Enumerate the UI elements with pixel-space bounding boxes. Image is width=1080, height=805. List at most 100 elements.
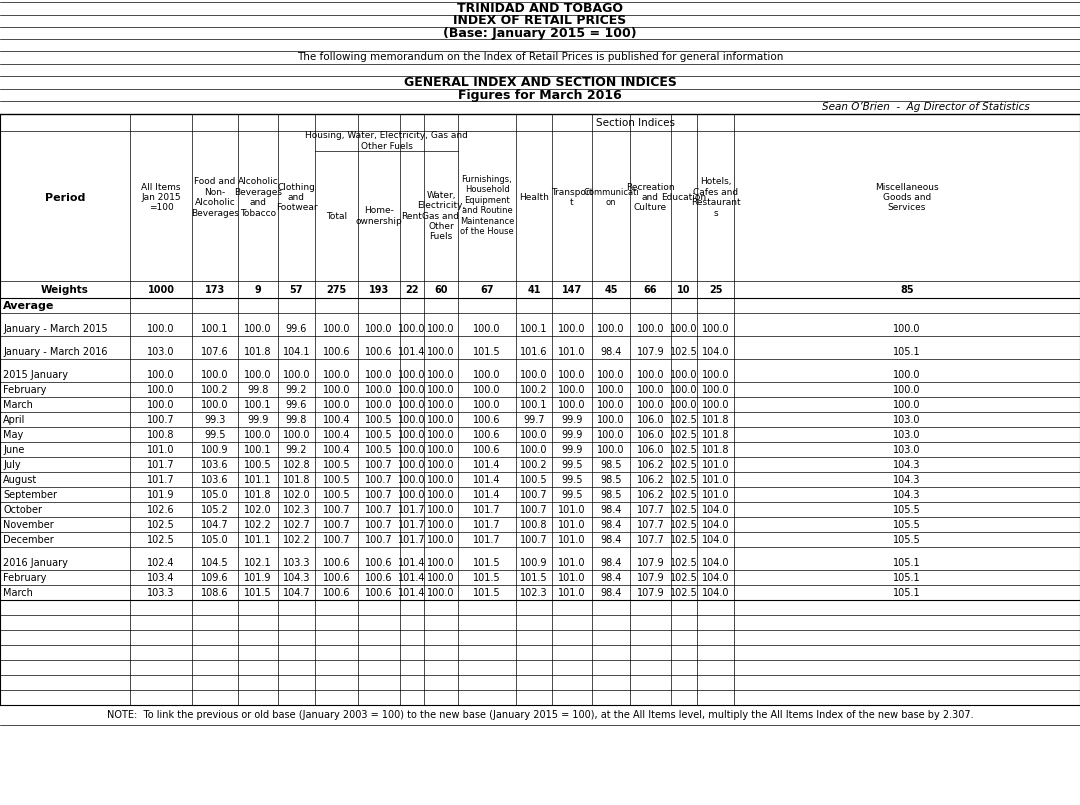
Text: 107.9: 107.9 [637,558,664,568]
Text: 100.0: 100.0 [201,369,229,379]
Text: Food and
Non-
Alcoholic
Beverages: Food and Non- Alcoholic Beverages [191,177,239,217]
Text: 107.7: 107.7 [636,519,664,530]
Text: May: May [3,430,24,440]
Text: November: November [3,519,54,530]
Text: 100.6: 100.6 [365,558,393,568]
Text: 1000: 1000 [148,284,175,295]
Text: Transport
t: Transport t [551,188,593,207]
Text: 101.5: 101.5 [244,588,272,597]
Text: 102.5: 102.5 [670,588,698,597]
Text: December: December [3,535,54,544]
Text: 101.5: 101.5 [521,572,548,583]
Text: 100.2: 100.2 [521,460,548,469]
Text: 106.2: 106.2 [637,474,664,485]
Text: Sean O’Brien  -  Ag Director of Statistics: Sean O’Brien - Ag Director of Statistics [822,102,1030,112]
Text: 103.0: 103.0 [893,430,921,440]
Text: 275: 275 [326,284,347,295]
Text: GENERAL INDEX AND SECTION INDICES: GENERAL INDEX AND SECTION INDICES [404,76,676,89]
Text: Hotels,
Cafes and
Restaurant
s: Hotels, Cafes and Restaurant s [691,177,740,217]
Text: 101.4: 101.4 [399,588,426,597]
Text: April: April [3,415,25,424]
Text: 100.0: 100.0 [428,558,455,568]
Text: 100.1: 100.1 [521,324,548,333]
Text: 100.7: 100.7 [365,535,393,544]
Text: 104.7: 104.7 [201,519,229,530]
Text: August: August [3,474,37,485]
Text: 100.4: 100.4 [323,444,350,455]
Text: 100.0: 100.0 [399,489,426,499]
Text: 100.0: 100.0 [893,324,921,333]
Text: 100.5: 100.5 [323,474,350,485]
Text: 98.4: 98.4 [600,346,622,357]
Text: January - March 2016: January - March 2016 [3,346,108,357]
Text: 104.7: 104.7 [283,588,310,597]
Text: 102.5: 102.5 [670,519,698,530]
Text: 100.0: 100.0 [597,430,624,440]
Text: 108.6: 108.6 [201,588,229,597]
Text: 101.8: 101.8 [283,474,310,485]
Text: Clothing
and
Footwear: Clothing and Footwear [275,183,318,213]
Text: 104.3: 104.3 [893,460,921,469]
Text: Furnishings,
Household
Equipment
and Routine
Maintenance
of the House: Furnishings, Household Equipment and Rou… [460,175,514,236]
Text: 102.5: 102.5 [670,460,698,469]
Text: Health: Health [519,193,549,202]
Text: 100.0: 100.0 [428,385,455,394]
Text: 100.0: 100.0 [399,415,426,424]
Text: 103.0: 103.0 [893,415,921,424]
Text: 100.0: 100.0 [147,385,175,394]
Text: 100.1: 100.1 [201,324,229,333]
Text: 100.0: 100.0 [893,385,921,394]
Text: 102.8: 102.8 [283,460,310,469]
Text: 100.0: 100.0 [702,385,729,394]
Text: 102.5: 102.5 [670,572,698,583]
Text: 101.8: 101.8 [702,430,729,440]
Text: 100.1: 100.1 [244,444,272,455]
Text: 101.7: 101.7 [399,519,426,530]
Text: Recreation
and
Culture: Recreation and Culture [626,183,675,213]
Text: 105.1: 105.1 [893,572,921,583]
Text: 102.5: 102.5 [670,444,698,455]
Text: 100.9: 100.9 [521,558,548,568]
Text: 99.9: 99.9 [247,415,269,424]
Text: 100.0: 100.0 [399,460,426,469]
Text: 100.7: 100.7 [365,460,393,469]
Text: 100.0: 100.0 [558,324,585,333]
Text: Housing, Water, Electricity, Gas and
Other Fuels: Housing, Water, Electricity, Gas and Oth… [305,131,468,151]
Text: 101.5: 101.5 [473,558,501,568]
Text: 100.7: 100.7 [365,489,393,499]
Text: October: October [3,505,42,514]
Text: 101.4: 101.4 [473,460,501,469]
Text: 99.5: 99.5 [204,430,226,440]
Text: 100.0: 100.0 [597,324,624,333]
Text: 102.5: 102.5 [670,415,698,424]
Text: 101.7: 101.7 [473,505,501,514]
Text: March: March [3,588,32,597]
Text: 100.0: 100.0 [428,444,455,455]
Text: 100.2: 100.2 [521,385,548,394]
Text: The following memorandum on the Index of Retail Prices is published for general : The following memorandum on the Index of… [297,52,783,63]
Text: 101.0: 101.0 [558,519,585,530]
Text: 100.0: 100.0 [365,399,393,410]
Text: 104.0: 104.0 [702,558,729,568]
Text: 104.3: 104.3 [893,489,921,499]
Text: 105.1: 105.1 [893,588,921,597]
Text: 103.0: 103.0 [147,346,175,357]
Text: 100.0: 100.0 [428,399,455,410]
Text: 100.7: 100.7 [521,535,548,544]
Text: Rent: Rent [402,212,422,221]
Text: 100.0: 100.0 [671,385,698,394]
Text: 106.0: 106.0 [637,415,664,424]
Text: 100.0: 100.0 [399,444,426,455]
Text: 100.0: 100.0 [521,369,548,379]
Text: 104.0: 104.0 [702,519,729,530]
Text: 100.0: 100.0 [597,369,624,379]
Text: 100.0: 100.0 [428,346,455,357]
Text: 100.0: 100.0 [597,385,624,394]
Text: 100.6: 100.6 [365,346,393,357]
Text: 101.0: 101.0 [702,489,729,499]
Text: 103.6: 103.6 [201,474,229,485]
Text: 105.0: 105.0 [201,535,229,544]
Text: 100.6: 100.6 [323,346,350,357]
Text: Water,
Electricity,
Gas and
Other
Fuels: Water, Electricity, Gas and Other Fuels [417,191,465,242]
Text: 104.0: 104.0 [702,572,729,583]
